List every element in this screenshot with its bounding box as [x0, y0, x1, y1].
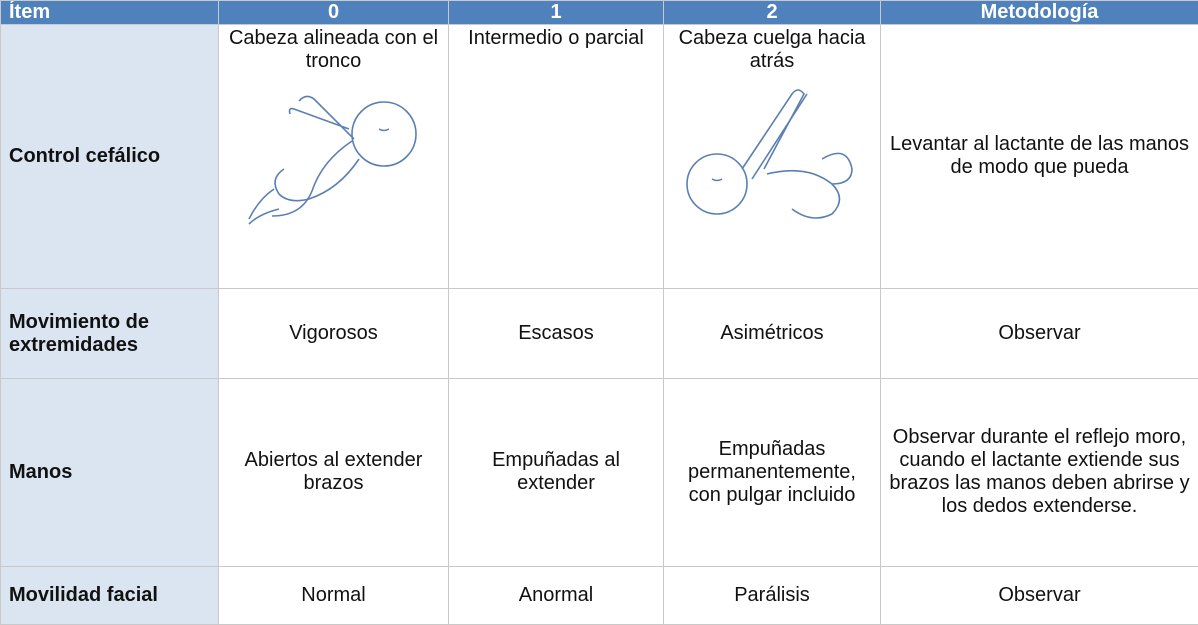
cell-text: Vigorosos [289, 322, 378, 345]
table-row: Control cefálico Cabeza alineada con el t… [0, 24, 1198, 289]
table-cell: Observar [880, 565, 1198, 625]
table-cell: Observar durante el reflejo moro, cuando… [880, 378, 1198, 567]
header-cell: Ítem [0, 0, 219, 25]
table-cell: Parálisis [663, 565, 881, 625]
item-cell: Movilidad facial [0, 565, 219, 625]
cell-text: Cabeza alineada con el tronco [228, 27, 439, 72]
item-cell: Manos [0, 378, 219, 567]
table-row: Movimiento de extremidades Vigorosos Escas… [0, 287, 1198, 380]
item-cell: Control cefálico [0, 24, 219, 289]
table-cell: Escasos [448, 287, 664, 380]
cell-text: Escasos [518, 322, 594, 345]
cell-text: Observar [998, 322, 1081, 345]
table-cell: Anormal [448, 565, 664, 625]
baby-sketch [686, 89, 853, 219]
baby-sketch [247, 95, 417, 225]
cell-text: Levantar al lactante de las manos de mod… [889, 133, 1190, 179]
cell-text: Manos [9, 460, 73, 483]
table-cell: Empuñadas permanentemente, con pulgar in… [663, 378, 881, 567]
table-cell: Abiertos al extender brazos [218, 378, 449, 567]
item-cell: Movimiento de extremidades [0, 287, 219, 380]
table-cell: Cabeza cuelga hacia atrás [663, 24, 881, 289]
cell-text: Empuñadas al extender [492, 449, 620, 495]
table-row: Movilidad facial Normal Anormal Parálisis Ob… [0, 565, 1198, 625]
cell-text: Anormal [518, 583, 594, 606]
cell-text: Cabeza cuelga hacia atrás [678, 27, 866, 72]
table-cell: Intermedio o parcial [448, 24, 664, 289]
table-row: Manos Abiertos al extender brazos Empuñada… [0, 378, 1198, 567]
cell-text: Intermedio o parcial [468, 27, 644, 49]
header-cell: 0 [218, 0, 449, 25]
header-cell: Metodología [880, 0, 1198, 25]
cell-text: Observar durante el reflejo moro, cuando… [889, 426, 1190, 518]
cell-text: Movimiento de extremidades [9, 310, 150, 356]
table-cell: Levantar al lactante de las manos de mod… [880, 24, 1198, 289]
cell-text: Parálisis [734, 583, 810, 606]
table-cell: Observar [880, 287, 1198, 380]
cell-text: Asimétricos [720, 322, 824, 345]
cell-text: Movilidad facial [9, 583, 158, 606]
header-cell: 1 [448, 0, 664, 25]
table-cell: Empuñadas al extender [448, 378, 664, 567]
table-cell: Cabeza alineada con el tronco [218, 24, 449, 289]
cell-text: Normal [301, 583, 366, 606]
cell-text: Abiertos al extender brazos [244, 449, 423, 495]
cell-text: Observar [998, 583, 1081, 606]
cell-text: Control cefálico [9, 144, 161, 167]
table-body: Control cefálico Cabeza alineada con el t… [0, 24, 1198, 625]
cell-text: Empuñadas permanentemente, con pulgar in… [688, 437, 856, 506]
table-cell: Normal [218, 565, 449, 625]
header-cell: 2 [663, 0, 881, 25]
table-cell: Vigorosos [218, 287, 449, 380]
header-row: Ítem 0 1 2 Metodología [0, 0, 1198, 25]
table-cell: Asimétricos [663, 287, 881, 380]
